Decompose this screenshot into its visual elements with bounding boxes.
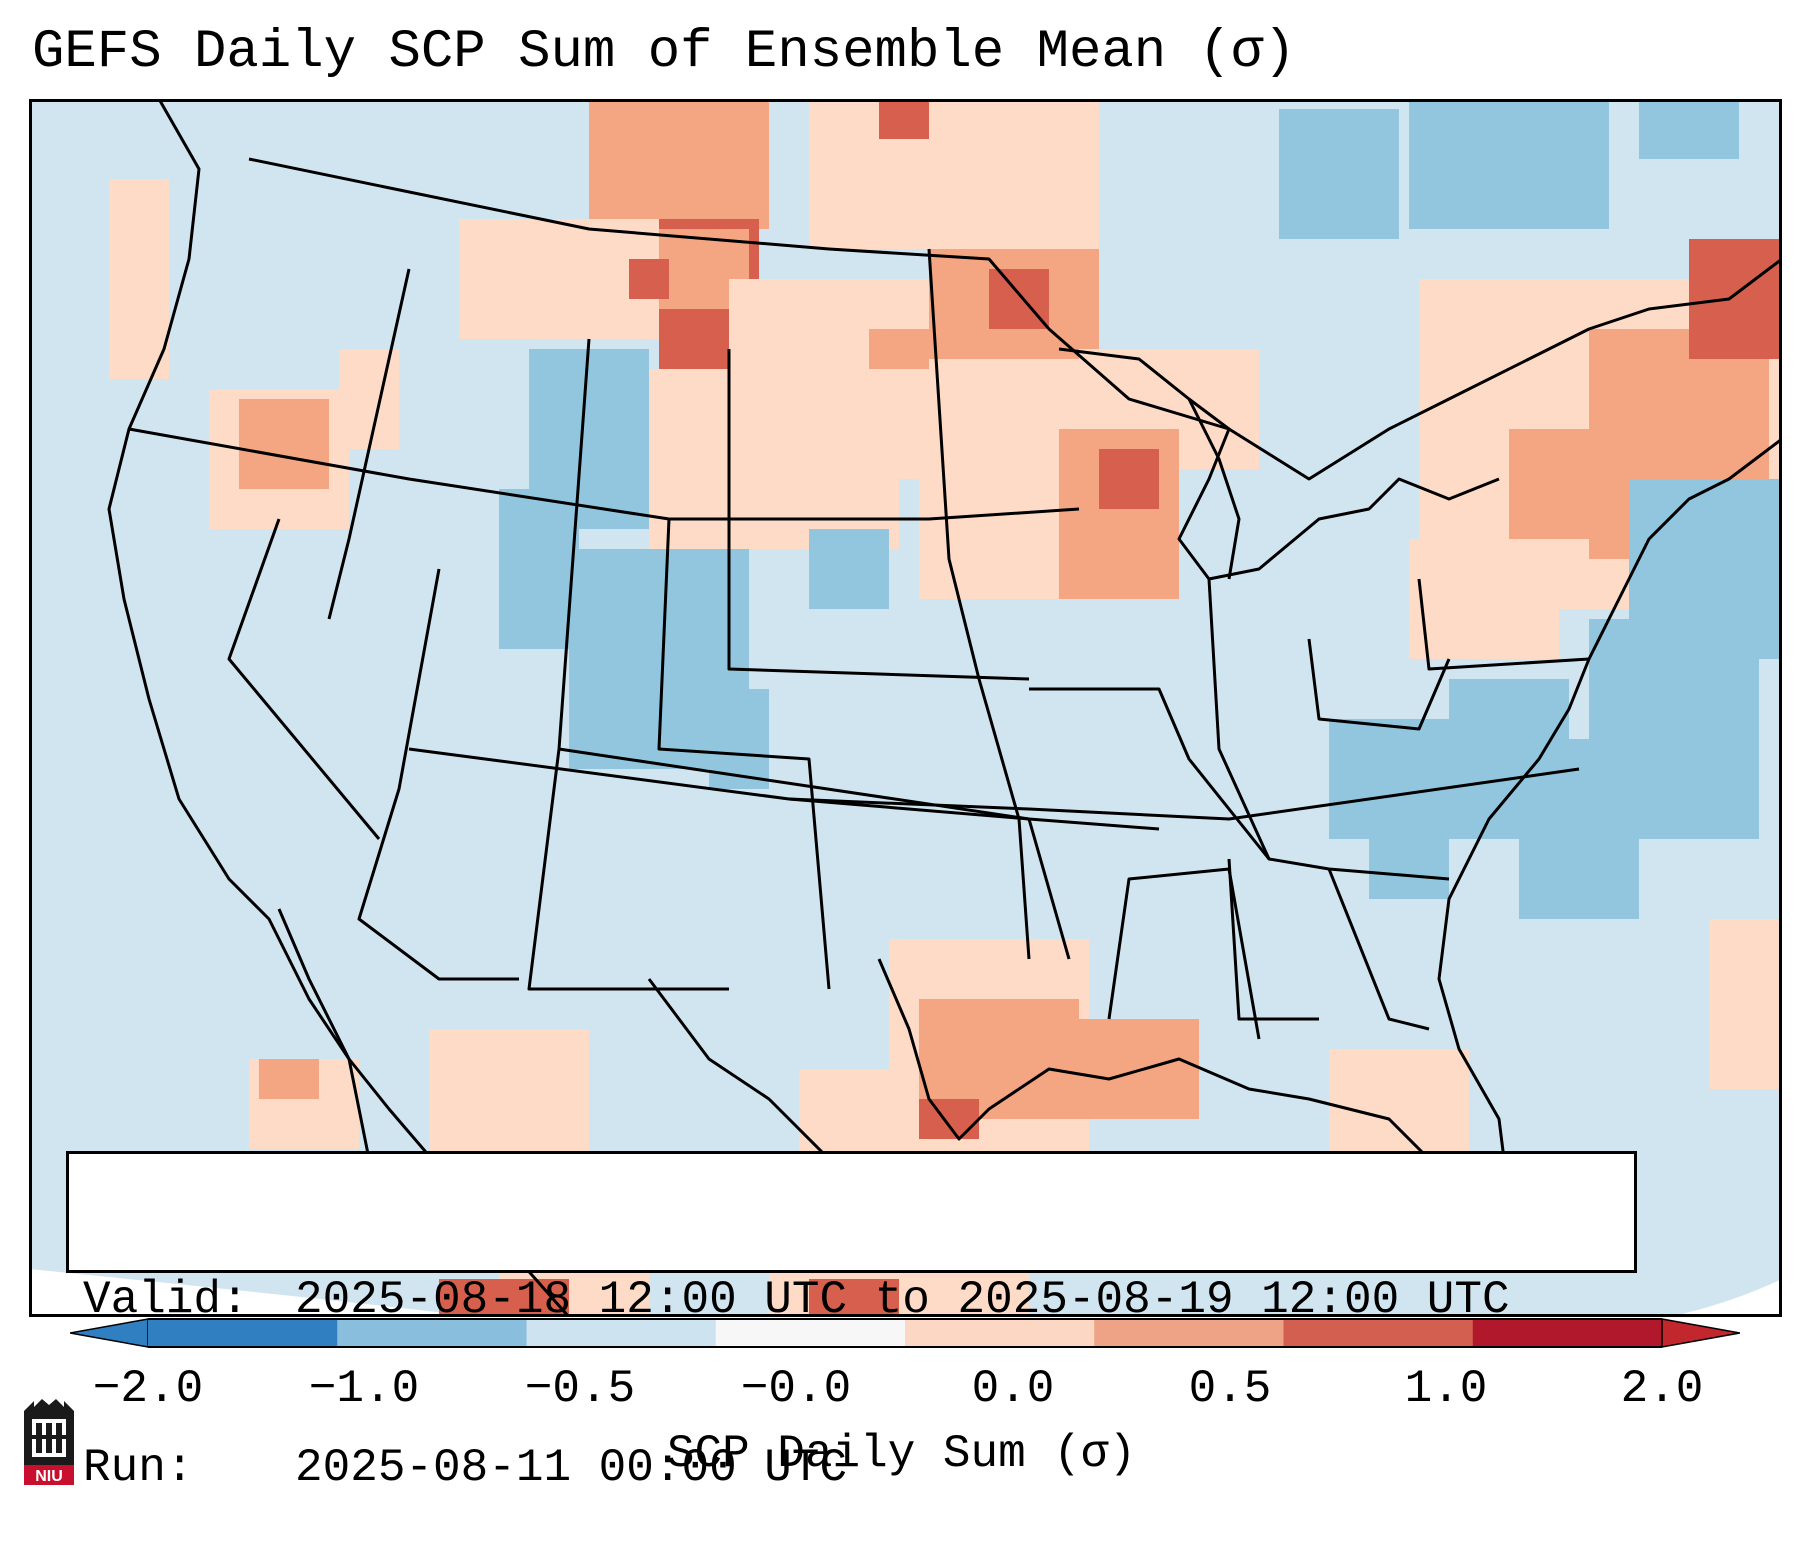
run-value: 2025-08-11 00:00 UTC (295, 1442, 848, 1494)
colorbar-tick: −1.0 (308, 1363, 420, 1415)
projection-corner-right (1669, 1279, 1782, 1317)
colorbar-extend-high (1661, 1318, 1740, 1348)
anomaly-positive-northwest (109, 179, 399, 529)
projection-corner (29, 1269, 479, 1317)
valid-value: 2025-08-18 12:00 UTC to 2025-08-19 12:00… (295, 1274, 1510, 1326)
colorbar-segment (1283, 1319, 1474, 1347)
run-label: Run: (83, 1442, 194, 1494)
scp-map (29, 99, 1782, 1317)
colorbar-segment (905, 1319, 1095, 1347)
colorbar-tick: 2.0 (1620, 1363, 1704, 1415)
colorbar-extend-low (70, 1318, 149, 1348)
valid-label: Valid: (83, 1274, 249, 1326)
colorbar-segment (337, 1319, 527, 1347)
colorbar-ticks: −2.0 −1.0 −0.5 −0.0 0.0 0.5 1.0 2.0 (0, 1363, 1803, 1423)
colorbar-tick: 0.0 (971, 1363, 1055, 1415)
anomaly-negative-rockies (499, 349, 889, 789)
anomaly-negative-canada (1279, 99, 1739, 239)
colorbar-tick: 0.5 (1188, 1363, 1272, 1415)
colorbar-tick: 1.0 (1404, 1363, 1488, 1415)
logo-text: NIU (35, 1468, 63, 1485)
colorbar-tick: −0.0 (740, 1363, 852, 1415)
colorbar-tick: −2.0 (92, 1363, 204, 1415)
boundaries (107, 99, 1782, 1317)
colorbar (70, 1318, 1740, 1348)
niu-logo: NIU (24, 1399, 74, 1485)
anomaly-positive-north (459, 99, 1259, 599)
colorbar-segments (148, 1319, 1663, 1347)
chart-title: GEFS Daily SCP Sum of Ensemble Mean (σ) (32, 22, 1296, 83)
colorbar-label: SCP Daily Sum (σ) (666, 1428, 1137, 1480)
colorbar-segment (148, 1319, 338, 1347)
colorbar-segment (1472, 1319, 1663, 1347)
anomaly-negative-atlantic (1329, 479, 1782, 919)
colorbar-segment (526, 1319, 717, 1347)
valid-run-info-box: Valid: 2025-08-18 12:00 UTC to 2025-08-19… (66, 1151, 1637, 1494)
colorbar-segment (1094, 1319, 1284, 1347)
map-frame (29, 99, 1782, 1317)
colorbar-tick: −0.5 (524, 1363, 636, 1415)
colorbar-segment (715, 1319, 906, 1347)
